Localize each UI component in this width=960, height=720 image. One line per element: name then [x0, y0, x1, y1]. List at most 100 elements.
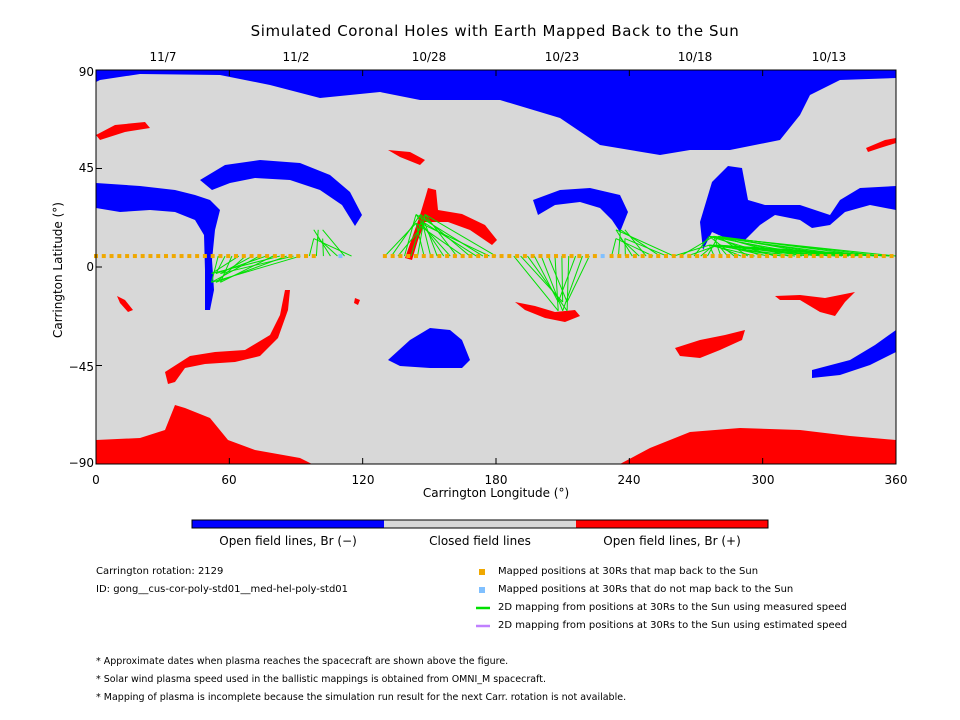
- mapped-point: [765, 254, 770, 259]
- coronal-hole-east-positive: [775, 292, 855, 316]
- mapped-point: [561, 254, 566, 259]
- mapping-line: [533, 255, 559, 303]
- top-date-label: 10/13: [811, 50, 847, 64]
- mapped-point: [117, 254, 122, 259]
- mapping-line: [417, 214, 426, 257]
- mapping-line: [322, 229, 345, 257]
- mapping-line: [211, 255, 301, 283]
- x-tick-label: 360: [884, 473, 908, 487]
- x-tick-label: 300: [751, 473, 775, 487]
- mapped-point: [468, 254, 473, 259]
- legend-label-mapped: Mapped positions at 30Rs that map back t…: [498, 566, 759, 577]
- mapped-point: [889, 254, 894, 259]
- mapping-line: [211, 255, 219, 283]
- mapped-point: [484, 254, 488, 259]
- y-tick-label: −45: [68, 360, 94, 374]
- mapped-point: [257, 254, 262, 259]
- colorbar-positive: [576, 520, 768, 528]
- mapped-point: [437, 254, 442, 259]
- mapped-point: [819, 254, 824, 259]
- colorbar-frame: [191, 519, 769, 529]
- colorbar-negative: [192, 520, 384, 528]
- mapping-line: [611, 238, 617, 257]
- mapped-point: [156, 254, 161, 259]
- mapping-line: [680, 235, 715, 257]
- colorbar-label-closed: Closed field lines: [429, 534, 531, 548]
- unmapped-point: [600, 254, 605, 259]
- mapped-point: [101, 254, 106, 259]
- coronal-holes: [96, 70, 896, 464]
- mapping-line: [397, 222, 426, 257]
- mapped-point: [125, 254, 130, 259]
- legend-label-measured: 2D mapping from positions at 30Rs to the…: [498, 602, 847, 613]
- mapped-point: [148, 254, 153, 259]
- mapping-line: [410, 223, 421, 257]
- mapping-line: [220, 255, 294, 275]
- mapping-line: [420, 222, 451, 257]
- mapped-point: [664, 254, 668, 259]
- mapped-point: [648, 254, 653, 259]
- mapped-point: [530, 254, 535, 259]
- mapping-line: [566, 255, 590, 303]
- top-date-label: 11/2: [282, 50, 310, 64]
- mapped-points: [94, 254, 894, 259]
- coronal-hole-arch-negative: [200, 160, 362, 226]
- mapped-point: [109, 254, 114, 259]
- x-tick-label: 120: [351, 473, 375, 487]
- mapped-point: [311, 254, 316, 259]
- coronal-hole-east-negative: [700, 166, 896, 250]
- mapping-line: [617, 229, 621, 257]
- colorbar: [191, 519, 769, 529]
- mapped-point: [171, 254, 176, 259]
- top-date-label: 11/7: [149, 50, 177, 64]
- mapped-point: [804, 254, 808, 259]
- mapping-line: [420, 222, 490, 257]
- coronal-hole-north-small-positive: [388, 150, 425, 165]
- mapped-point: [234, 254, 238, 259]
- coronal-hole-south-polar-positive-west: [96, 405, 312, 464]
- mapped-point: [499, 254, 504, 259]
- coronal-hole-southeast-positive: [675, 330, 745, 358]
- mapped-point: [874, 254, 878, 259]
- mapped-point: [780, 254, 785, 259]
- mapped-point: [272, 254, 277, 259]
- coronal-hole-mid-negative: [533, 188, 628, 232]
- legend-marker-unmapped: [479, 587, 485, 593]
- coronal-hole-south-center-positive: [515, 302, 580, 322]
- coronal-hole-small-dot-positive: [354, 298, 360, 305]
- mapped-point: [226, 254, 231, 259]
- top-date-label: 10/28: [411, 50, 447, 64]
- mapped-point: [288, 254, 293, 259]
- mapped-point: [881, 254, 886, 259]
- colorbar-label-negative: Open field lines, Br (−): [219, 534, 357, 548]
- mapping-line: [557, 255, 577, 303]
- mapped-point: [140, 254, 145, 259]
- mapping-line: [615, 238, 654, 257]
- mapped-point: [304, 254, 308, 259]
- run-id: ID: gong__cus-cor-poly-std01__med-hel-po…: [96, 584, 349, 595]
- mapped-point: [640, 254, 645, 259]
- mapping-line: [554, 256, 559, 311]
- mapped-point: [632, 254, 637, 259]
- mapped-point: [195, 254, 200, 259]
- y-tick-label: 45: [78, 161, 94, 175]
- mapped-point: [210, 254, 215, 259]
- mapping-line: [415, 222, 464, 257]
- mapping-line: [391, 214, 421, 257]
- chart-title: Simulated Coronal Holes with Earth Mappe…: [250, 22, 740, 40]
- mapped-point: [656, 254, 661, 259]
- mapping-line: [424, 214, 458, 257]
- mapped-point: [710, 254, 715, 259]
- mapping-line: [615, 229, 674, 257]
- mapped-point: [827, 254, 832, 259]
- mapped-point: [687, 254, 692, 259]
- mapped-point: [671, 254, 676, 259]
- top-date-label: 10/23: [544, 50, 580, 64]
- mapping-line: [709, 244, 876, 257]
- mapped-point: [460, 254, 465, 259]
- mapping-line: [313, 238, 352, 257]
- mapping-line: [562, 255, 583, 311]
- mapping-line: [415, 223, 425, 257]
- mapped-point: [569, 254, 574, 259]
